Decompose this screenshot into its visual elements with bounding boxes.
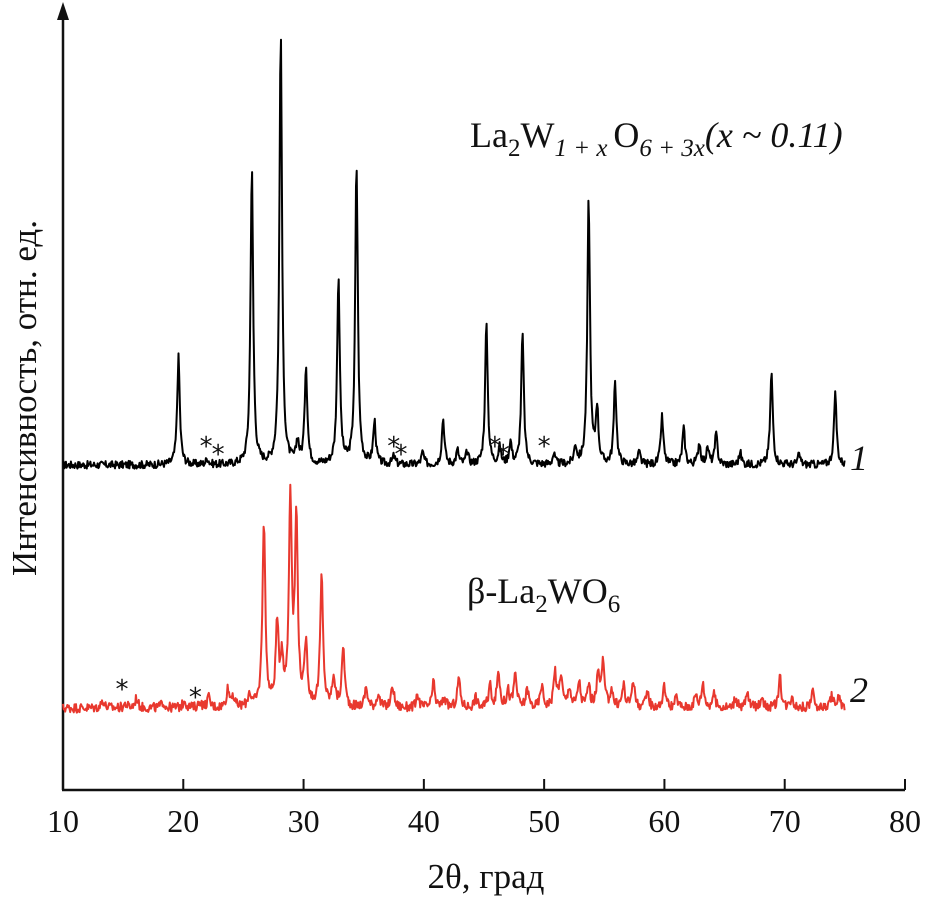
series-2-impurity-markers: * *: [115, 675, 201, 713]
x-tick-label-80: 80: [889, 803, 921, 839]
impurity-marker: *: [189, 683, 202, 713]
series-2-number: 2: [850, 670, 868, 710]
x-tick-label-60: 60: [648, 803, 680, 839]
series-2-label: β-La2WO6: [467, 571, 620, 618]
x-tick-label-20: 20: [167, 803, 199, 839]
x-tick-label-70: 70: [769, 803, 801, 839]
impurity-marker: *: [497, 440, 510, 470]
impurity-marker: *: [200, 432, 213, 462]
x-axis-title: 2θ, град: [428, 857, 545, 896]
impurity-marker: *: [387, 432, 400, 462]
impurity-marker: *: [538, 432, 551, 462]
x-tick-label-30: 30: [288, 803, 320, 839]
x-tick-label-10: 10: [47, 803, 79, 839]
series-1-label: La2W1 + x O6 + 3x(x ~ 0.11): [470, 115, 843, 162]
y-axis-title: Интенсивность, отн. ед.: [5, 220, 44, 576]
y-axis-arrow: [57, 2, 69, 20]
x-tick-label-50: 50: [528, 803, 560, 839]
series-1-impurity-markers: * * ** ** *: [200, 432, 551, 470]
x-ticks: [62, 779, 906, 790]
series-1-curve: [62, 38, 846, 470]
impurity-marker: *: [115, 675, 128, 705]
impurity-marker: *: [488, 432, 501, 462]
impurity-marker: *: [212, 440, 225, 470]
x-tick-labels: 10 20 30 40 50 60 70 80: [47, 803, 921, 839]
series-1-number: 1: [850, 438, 868, 478]
impurity-marker: *: [395, 440, 408, 470]
series-2-curve: [62, 483, 846, 714]
x-tick-label-40: 40: [408, 803, 440, 839]
